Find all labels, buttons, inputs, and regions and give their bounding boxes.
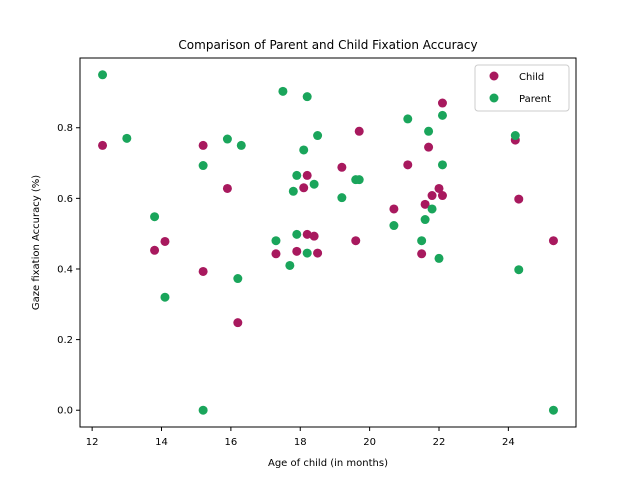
legend-box [474, 64, 570, 112]
point-parent [548, 405, 558, 415]
point-parent [302, 92, 312, 102]
point-child [548, 236, 558, 246]
point-parent [122, 133, 132, 143]
point-child [98, 140, 108, 150]
point-parent [299, 145, 309, 155]
x-tick-label: 16 [225, 437, 238, 448]
x-tick-label: 22 [433, 437, 446, 448]
y-tick-label: 0.8 [57, 123, 73, 134]
x-tick-label: 24 [502, 437, 515, 448]
point-parent [285, 260, 295, 270]
point-parent [271, 236, 281, 246]
point-child [354, 126, 364, 136]
point-parent [313, 131, 323, 141]
point-child [198, 266, 208, 276]
legend-label-parent: Parent [519, 94, 551, 105]
point-parent [354, 175, 364, 185]
point-parent [403, 114, 413, 124]
point-child [233, 318, 243, 328]
point-child [420, 199, 430, 209]
point-parent [222, 134, 232, 144]
data-points [98, 70, 558, 415]
point-parent [337, 193, 347, 203]
legend-marker-child [489, 71, 499, 81]
point-parent [389, 221, 399, 231]
point-parent [434, 253, 444, 263]
point-parent [510, 131, 520, 141]
point-child [514, 194, 524, 204]
y-axis: 0.0 0.2 0.4 0.6 0.8 [57, 123, 80, 417]
point-child [313, 248, 323, 258]
y-tick-label: 0.6 [57, 194, 73, 205]
point-child [160, 236, 170, 246]
axes-frame [79, 57, 577, 428]
point-child [427, 191, 437, 201]
point-child [309, 231, 319, 241]
point-parent [236, 140, 246, 150]
point-parent [233, 274, 243, 284]
point-child [437, 98, 447, 108]
y-axis-label: Gaze fixation Accuracy (%) [31, 175, 42, 310]
point-parent [278, 86, 288, 96]
point-child [302, 170, 312, 180]
point-parent [198, 405, 208, 415]
point-child [417, 249, 427, 259]
chart-title: Comparison of Parent and Child Fixation … [178, 38, 477, 52]
point-parent [302, 248, 312, 258]
x-tick-label: 14 [155, 437, 168, 448]
point-parent [424, 126, 434, 136]
point-parent [198, 161, 208, 171]
point-child [337, 162, 347, 172]
point-child [437, 191, 447, 201]
point-child [389, 204, 399, 214]
point-parent [437, 110, 447, 120]
legend: Child Parent [474, 64, 570, 112]
plot-area: 12 14 16 18 20 22 24 0.0 0.2 0.4 0.6 0.8 [57, 57, 577, 448]
point-child [271, 249, 281, 259]
x-tick-label: 20 [363, 437, 376, 448]
point-child [302, 229, 312, 239]
x-tick-label: 18 [294, 437, 307, 448]
point-child [222, 183, 232, 193]
point-parent [288, 186, 298, 196]
point-child [150, 245, 160, 255]
point-parent [427, 204, 437, 214]
y-tick-label: 0.2 [57, 335, 73, 346]
point-parent [514, 265, 524, 275]
point-child [424, 142, 434, 152]
point-child [299, 183, 309, 193]
x-tick-label: 12 [86, 437, 99, 448]
point-child [434, 183, 444, 193]
x-axis-label: Age of child (in months) [268, 458, 388, 469]
point-parent [150, 212, 160, 222]
point-parent [292, 229, 302, 239]
point-child [403, 160, 413, 170]
x-axis: 12 14 16 18 20 22 24 [86, 427, 515, 448]
point-child [351, 236, 361, 246]
point-parent [292, 170, 302, 180]
point-parent [98, 70, 108, 80]
point-parent [309, 179, 319, 189]
point-child [292, 246, 302, 256]
y-tick-label: 0.0 [57, 406, 73, 417]
legend-label-child: Child [519, 72, 544, 83]
point-child [198, 140, 208, 150]
point-parent [437, 160, 447, 170]
point-parent [160, 292, 170, 302]
point-parent [417, 236, 427, 246]
point-parent [420, 215, 430, 225]
y-tick-label: 0.4 [57, 264, 73, 275]
legend-marker-parent [489, 93, 499, 103]
